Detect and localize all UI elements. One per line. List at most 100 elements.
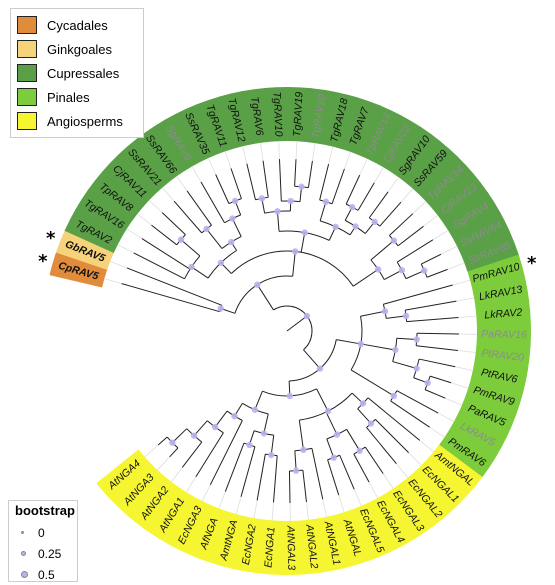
branch-line	[369, 192, 388, 218]
branch-line	[405, 301, 456, 310]
legend-swatch	[17, 112, 37, 130]
leaf-guide	[344, 152, 350, 169]
branch-line	[351, 370, 394, 396]
star-marker: *	[527, 253, 537, 274]
branch-line	[417, 333, 459, 334]
bootstrap-node	[392, 347, 398, 353]
leaf-guide	[329, 147, 333, 164]
leaf-guide	[186, 477, 196, 492]
bootstrap-node	[425, 380, 431, 386]
bootstrap-node	[356, 447, 362, 453]
bootstrap-node	[292, 248, 298, 254]
bootstrap-node	[323, 199, 329, 205]
leaf-guide	[272, 502, 273, 520]
bootstrap-node	[218, 260, 224, 266]
leaf-guide	[254, 500, 257, 518]
branch-line	[346, 175, 360, 204]
branch-line	[162, 213, 185, 235]
leaf-guide	[458, 350, 476, 352]
branch-line	[367, 427, 397, 463]
bootstrap-legend-title: bootstrap	[15, 503, 71, 518]
bootstrap-node	[298, 184, 304, 190]
leaf-guide	[306, 502, 308, 520]
bootstrap-legend: bootstrap 0 0.25 0.5	[8, 500, 78, 582]
leaf-guide	[137, 214, 151, 225]
branch-line	[354, 454, 369, 482]
leaf-guide	[157, 457, 169, 470]
legend-label: Pinales	[47, 90, 90, 105]
leaf-guide	[445, 398, 462, 405]
branch-line	[151, 225, 176, 245]
bootstrap-node	[178, 236, 184, 242]
legend-label: Ginkgoales	[47, 42, 112, 57]
bootstrap-node	[391, 237, 397, 243]
leaf-guide	[448, 263, 465, 269]
bootstrap-node	[375, 266, 381, 272]
branch-line	[257, 454, 265, 500]
bootstrap-dot-icon	[21, 531, 24, 534]
bootstrap-node	[302, 229, 308, 235]
branch-line	[299, 420, 303, 450]
leaf-guide	[396, 464, 407, 478]
leaf-guide	[323, 499, 327, 517]
branch-line	[158, 437, 167, 445]
branch-line	[397, 240, 433, 262]
branch-line	[407, 318, 459, 322]
branch-line	[181, 240, 200, 256]
leaf-guide	[374, 167, 383, 183]
bootstrap-node	[293, 468, 299, 474]
star-marker: *	[46, 228, 56, 249]
branch-line	[196, 433, 224, 477]
leaf-guide	[339, 495, 344, 512]
leaf-guide	[423, 215, 437, 226]
leaf-guide	[296, 141, 297, 159]
branch-line	[247, 164, 256, 200]
star-marker: *	[38, 251, 48, 272]
legend-swatch	[17, 64, 37, 82]
branch-line	[425, 390, 445, 399]
branch-line	[353, 269, 378, 286]
branch-line	[263, 161, 268, 198]
leaf-guide	[118, 245, 134, 253]
branch-line	[340, 455, 354, 489]
bootstrap-node	[360, 400, 366, 406]
branch-arc	[231, 251, 353, 286]
leaf-guide	[383, 474, 393, 489]
root-branch	[287, 316, 307, 331]
leaf-guide	[354, 489, 361, 506]
bootstrap-node	[261, 430, 267, 436]
bootstrap-node	[254, 281, 260, 287]
leaf-guide	[208, 158, 215, 174]
branch-line	[416, 346, 458, 351]
bootstrap-node	[325, 408, 331, 414]
branch-line	[393, 362, 417, 369]
bootstrap-node	[421, 267, 427, 273]
leaf-guide	[451, 383, 468, 388]
branch-line	[201, 182, 225, 223]
leaf-guide	[104, 279, 121, 284]
bootstrap-node	[287, 393, 293, 399]
leaf-guide	[243, 146, 247, 164]
leaf-guide	[401, 189, 413, 202]
leaf-guide	[458, 316, 476, 317]
bootstrap-node	[382, 308, 388, 314]
leaf-guide	[149, 200, 162, 212]
branch-line	[289, 471, 290, 503]
leaf-label: TgRAV19	[291, 91, 305, 137]
branch-line	[134, 253, 185, 279]
branch-line	[375, 419, 408, 452]
branch-line	[361, 344, 395, 350]
bootstrap-node	[413, 365, 419, 371]
branch-line	[389, 214, 412, 236]
leaf-guide	[455, 367, 473, 371]
leaf-guide	[360, 159, 368, 175]
bootstrap-node	[358, 341, 364, 347]
bootstrap-node	[252, 406, 258, 412]
bootstrap-dot-icon	[21, 551, 26, 556]
branch-line	[279, 159, 281, 201]
bootstrap-nodes	[169, 184, 431, 474]
branch-line	[293, 251, 296, 276]
bootstrap-node	[304, 313, 310, 319]
branch-line	[170, 448, 178, 457]
branch-line	[257, 285, 273, 310]
